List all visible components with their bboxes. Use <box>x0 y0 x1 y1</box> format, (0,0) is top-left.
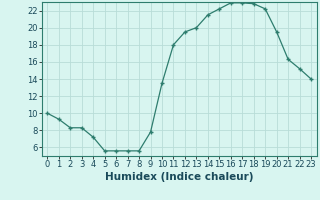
X-axis label: Humidex (Indice chaleur): Humidex (Indice chaleur) <box>105 172 253 182</box>
